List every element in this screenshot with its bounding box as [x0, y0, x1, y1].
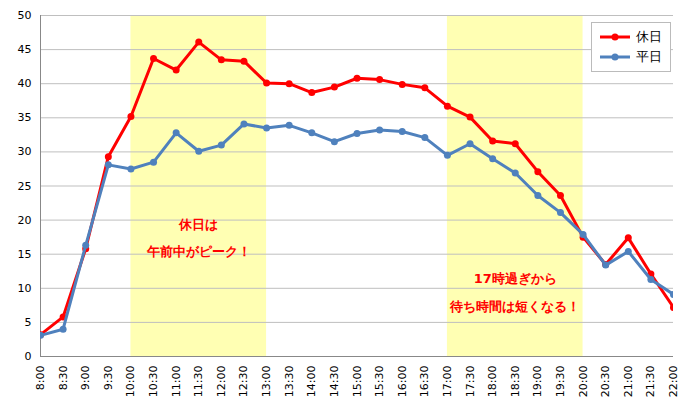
svg-text:12:00: 12:00 — [215, 366, 228, 398]
html-text:休日: 休日 — [636, 29, 662, 44]
svg-text:15: 15 — [18, 248, 32, 261]
svg-text:35: 35 — [18, 111, 32, 124]
svg-text:10:00: 10:00 — [124, 366, 137, 398]
svg-text:16:30: 16:30 — [418, 366, 431, 398]
svg-text:14:00: 14:00 — [305, 366, 318, 398]
svg-text:11:00: 11:00 — [170, 366, 183, 398]
svg-text:18:30: 18:30 — [509, 366, 522, 398]
svg-text:40: 40 — [18, 77, 32, 90]
svg-text:0: 0 — [25, 350, 32, 363]
svg-text:12:30: 12:30 — [237, 366, 250, 398]
svg-text:20: 20 — [18, 214, 32, 227]
svg-text:20:00: 20:00 — [577, 366, 590, 398]
svg-text:21:30: 21:30 — [644, 366, 657, 398]
html-text:平日: 平日 — [636, 49, 662, 64]
svg-text:45: 45 — [18, 43, 32, 56]
svg-text:14:30: 14:30 — [328, 366, 341, 398]
svg-text:9:30: 9:30 — [102, 366, 115, 391]
svg-text:19:30: 19:30 — [554, 366, 567, 398]
svg-text:17時過ぎから待ち時間は短くなる！: 17時過ぎから待ち時間は短くなる！ — [449, 271, 580, 313]
svg-text:8:00: 8:00 — [34, 366, 47, 391]
svg-text:11:30: 11:30 — [192, 366, 205, 398]
svg-text:25: 25 — [18, 180, 32, 193]
svg-text:30: 30 — [18, 145, 32, 158]
svg-text:19:00: 19:00 — [531, 366, 544, 398]
svg-text:20:30: 20:30 — [599, 366, 612, 398]
svg-text:15:30: 15:30 — [373, 366, 386, 398]
svg-text:18:00: 18:00 — [486, 366, 499, 398]
svg-text:5: 5 — [25, 316, 32, 329]
svg-text:17:30: 17:30 — [464, 366, 477, 398]
svg-text:10:30: 10:30 — [147, 366, 160, 398]
svg-text:13:30: 13:30 — [283, 366, 296, 398]
svg-text:15:00: 15:00 — [351, 366, 364, 398]
svg-text:9:00: 9:00 — [79, 366, 92, 391]
svg-text:13:00: 13:00 — [260, 366, 273, 398]
svg-text:50: 50 — [18, 9, 32, 22]
svg-text:17:00: 17:00 — [441, 366, 454, 398]
svg-text:16:00: 16:00 — [396, 366, 409, 398]
svg-text:21:00: 21:00 — [622, 366, 635, 398]
svg-text:休日は午前中がピーク！: 休日は午前中がピーク！ — [146, 217, 251, 259]
svg-text:22:00: 22:00 — [667, 366, 680, 398]
svg-text:8:30: 8:30 — [57, 366, 70, 391]
svg-text:10: 10 — [18, 282, 32, 295]
